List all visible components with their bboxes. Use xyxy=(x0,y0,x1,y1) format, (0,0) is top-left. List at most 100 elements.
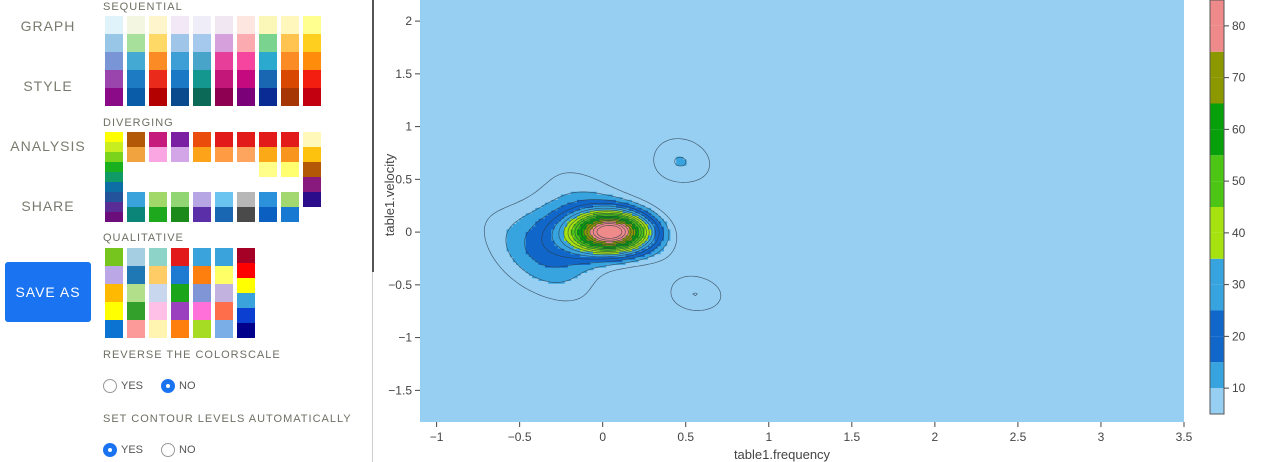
colorbar-tick-label: 30 xyxy=(1232,278,1246,292)
y-tick-label: −1 xyxy=(398,331,412,345)
nav-graph[interactable]: GRAPH xyxy=(20,18,76,34)
qualitative-palette-4[interactable] xyxy=(171,248,189,338)
diverging-palette-10[interactable] xyxy=(303,132,321,222)
diverging-swatch xyxy=(237,192,255,207)
sequential-swatch xyxy=(259,34,277,52)
auto-levels-no-label: NO xyxy=(179,444,196,456)
diverging-palette-3[interactable] xyxy=(149,132,167,222)
qualitative-swatch xyxy=(105,302,123,320)
sequential-palette-7[interactable] xyxy=(237,16,255,106)
sequential-swatch xyxy=(281,34,299,52)
nav-analysis[interactable]: ANALYSIS xyxy=(10,138,86,154)
qualitative-palettes xyxy=(105,248,255,338)
diverging-palette-1[interactable] xyxy=(105,132,123,222)
sequential-palette-1[interactable] xyxy=(105,16,123,106)
qualitative-palette-5[interactable] xyxy=(193,248,211,338)
diverging-swatch xyxy=(215,162,233,177)
qualitative-swatch xyxy=(127,302,145,320)
colorbar-tick-label: 60 xyxy=(1232,122,1246,136)
diverging-palette-6[interactable] xyxy=(215,132,233,222)
qualitative-palette-6[interactable] xyxy=(215,248,233,338)
qualitative-swatch xyxy=(149,302,167,320)
sequential-swatch xyxy=(171,88,189,106)
contour-plot[interactable]: −1 −0.5 0 0.5 1 1.5 2 2.5 3 3.5 2 1.5 1 0.5 0 −0.5 −1 −1.… xyxy=(374,0,1261,462)
diverging-swatch xyxy=(259,207,277,222)
qualitative-palette-2[interactable] xyxy=(127,248,145,338)
qualitative-swatch xyxy=(215,320,233,338)
diverging-palette-8[interactable] xyxy=(259,132,277,222)
diverging-palette-9[interactable] xyxy=(281,132,299,222)
sequential-swatch xyxy=(149,70,167,88)
qualitative-label: QUALITATIVE xyxy=(103,232,184,244)
sequential-palette-6[interactable] xyxy=(215,16,233,106)
sequential-palette-4[interactable] xyxy=(171,16,189,106)
colorbar-band xyxy=(1210,181,1224,207)
qualitative-swatch xyxy=(171,284,189,302)
auto-levels-no-radio[interactable] xyxy=(161,443,176,457)
diverging-swatch xyxy=(127,177,145,192)
nav-share[interactable]: SHARE xyxy=(21,198,75,214)
diverging-swatch xyxy=(303,132,321,147)
colorbar-tick-label: 20 xyxy=(1232,329,1246,343)
diverging-swatch xyxy=(237,147,255,162)
colorbar-band xyxy=(1210,258,1224,285)
sequential-palette-9[interactable] xyxy=(281,16,299,106)
qualitative-swatch xyxy=(127,320,145,338)
colorbar-band xyxy=(1210,232,1224,259)
sequential-swatch xyxy=(303,52,321,70)
sequential-swatch xyxy=(171,52,189,70)
sequential-swatch xyxy=(215,16,233,34)
qualitative-palette-3[interactable] xyxy=(149,248,167,338)
sequential-swatch xyxy=(105,52,123,70)
sequential-swatch xyxy=(105,70,123,88)
x-axis-title: table1.frequency xyxy=(734,447,831,462)
diverging-swatch xyxy=(303,177,321,192)
diverging-swatch xyxy=(193,162,211,177)
diverging-swatch xyxy=(149,132,167,147)
sequential-palette-10[interactable] xyxy=(303,16,321,106)
sequential-palette-8[interactable] xyxy=(259,16,277,106)
sequential-swatch xyxy=(193,34,211,52)
x-tick-label: −0.5 xyxy=(508,430,532,444)
nav-style[interactable]: STYLE xyxy=(23,78,73,94)
colorbar-tick-label: 80 xyxy=(1232,19,1246,33)
sequential-palette-2[interactable] xyxy=(127,16,145,106)
diverging-palette-2[interactable] xyxy=(127,132,145,222)
qualitative-palette-1[interactable] xyxy=(105,248,123,338)
sequential-swatch xyxy=(281,70,299,88)
x-tick-label: 1 xyxy=(765,430,772,444)
sequential-palette-5[interactable] xyxy=(193,16,211,106)
reverse-no-radio[interactable] xyxy=(161,379,176,393)
y-tick-label: −1.5 xyxy=(388,383,412,397)
qualitative-swatch xyxy=(237,323,255,338)
save-as-button[interactable]: SAVE AS xyxy=(5,262,91,322)
colorbar-band xyxy=(1210,0,1224,26)
sequential-swatch xyxy=(237,52,255,70)
auto-levels-options: YES NO xyxy=(103,443,210,457)
qualitative-swatch xyxy=(105,248,123,266)
qualitative-swatch xyxy=(171,320,189,338)
diverging-swatch xyxy=(259,147,277,162)
qualitative-swatch xyxy=(237,263,255,278)
sequential-swatch xyxy=(149,52,167,70)
auto-levels-yes-radio[interactable] xyxy=(103,443,117,457)
sequential-swatch xyxy=(171,34,189,52)
diverging-swatch xyxy=(281,207,299,222)
panel-scrollbar[interactable] xyxy=(372,0,374,272)
left-nav: GRAPH STYLE ANALYSIS SHARE SAVE AS xyxy=(0,0,96,462)
contour-line-20 xyxy=(541,202,660,260)
diverging-palette-5[interactable] xyxy=(193,132,211,222)
diverging-palette-7[interactable] xyxy=(237,132,255,222)
diverging-palette-group xyxy=(127,132,321,222)
sequential-swatch xyxy=(193,88,211,106)
diverging-label: DIVERGING xyxy=(103,117,174,129)
diverging-palette-4[interactable] xyxy=(171,132,189,222)
contour-line-25 xyxy=(551,205,656,258)
qualitative-swatch xyxy=(193,266,211,284)
diverging-swatch xyxy=(149,192,167,207)
sequential-palette-3[interactable] xyxy=(149,16,167,106)
panel-divider xyxy=(372,272,373,462)
reverse-yes-radio[interactable] xyxy=(103,379,117,393)
sequential-swatch xyxy=(281,16,299,34)
qualitative-palette-7[interactable] xyxy=(237,248,255,338)
